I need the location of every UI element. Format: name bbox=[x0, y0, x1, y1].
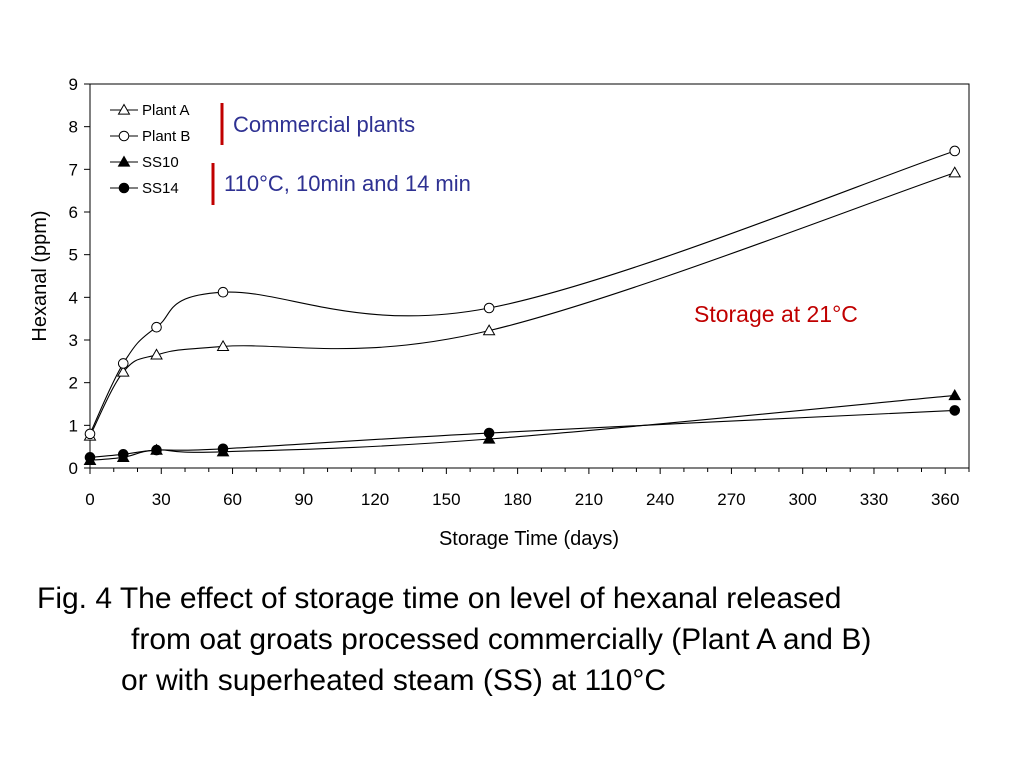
data-point-ss10 bbox=[948, 388, 962, 401]
annotation-steam-conditions: 110°C, 10min and 14 min bbox=[224, 171, 471, 196]
data-point-plant-a bbox=[116, 365, 130, 377]
x-axis-title: Storage Time (days) bbox=[439, 528, 619, 550]
caption-line-3: or with superheated steam (SS) at 110°C bbox=[121, 664, 667, 697]
x-tick-label: 90 bbox=[294, 490, 313, 509]
legend-label-plant-a: Plant A bbox=[142, 102, 190, 119]
data-point-plant-b bbox=[949, 145, 961, 157]
data-point-ss14 bbox=[151, 444, 162, 456]
x-tick-label: 330 bbox=[860, 490, 888, 509]
data-point-ss14 bbox=[483, 427, 495, 439]
data-point-ss14 bbox=[84, 452, 96, 463]
x-tick-label: 270 bbox=[717, 490, 745, 509]
legend-marker-plant-a bbox=[117, 103, 131, 115]
caption-line-1: Fig. 4 The effect of storage time on lev… bbox=[37, 582, 842, 615]
y-tick-label: 4 bbox=[69, 288, 78, 307]
x-tick-label: 150 bbox=[432, 490, 460, 509]
y-tick-label: 2 bbox=[69, 374, 78, 393]
x-tick-label: 60 bbox=[223, 490, 242, 509]
legend-marker-ss10 bbox=[117, 155, 131, 167]
data-point-plant-a bbox=[948, 166, 962, 178]
legend-marker-ss14 bbox=[118, 182, 130, 194]
x-tick-label: 300 bbox=[789, 490, 817, 509]
x-tick-label: 120 bbox=[361, 490, 389, 509]
series-line-ss10 bbox=[89, 394, 955, 461]
y-tick-label: 8 bbox=[69, 118, 78, 137]
series-line-plant-b bbox=[89, 150, 955, 435]
data-point-plant-b bbox=[217, 286, 229, 298]
x-tick-label: 30 bbox=[152, 490, 171, 509]
y-tick-label: 6 bbox=[69, 203, 78, 222]
data-point-ss14 bbox=[217, 443, 229, 455]
x-tick-label: 180 bbox=[503, 490, 531, 509]
series-line-ss14 bbox=[89, 409, 955, 458]
data-point-plant-b bbox=[117, 358, 129, 369]
y-tick-label: 7 bbox=[69, 160, 78, 179]
legend-label-ss14: SS14 bbox=[142, 180, 179, 197]
x-tick-label: 240 bbox=[646, 490, 674, 509]
x-tick-label: 0 bbox=[85, 490, 94, 509]
y-tick-label: 3 bbox=[69, 331, 78, 350]
y-tick-label: 5 bbox=[69, 246, 78, 265]
y-axis-title: Hexanal (ppm) bbox=[29, 210, 51, 341]
data-point-ss14 bbox=[117, 449, 129, 460]
legend-label-ss10: SS10 bbox=[142, 154, 179, 171]
data-point-plant-b bbox=[84, 428, 96, 440]
series-line-plant-a bbox=[89, 172, 955, 437]
annotation-commercial-plants: Commercial plants bbox=[233, 112, 415, 137]
legend-marker-plant-b bbox=[118, 130, 130, 142]
y-tick-label: 1 bbox=[69, 416, 78, 435]
data-point-plant-a bbox=[150, 348, 163, 360]
data-point-plant-a bbox=[216, 339, 230, 352]
plot-frame bbox=[89, 83, 970, 469]
data-point-ss14 bbox=[949, 405, 961, 416]
data-point-plant-a bbox=[482, 324, 496, 336]
y-tick-label: 0 bbox=[69, 459, 78, 478]
x-tick-label: 360 bbox=[931, 490, 959, 509]
legend-label-plant-b: Plant B bbox=[142, 128, 190, 145]
data-point-plant-b bbox=[483, 302, 495, 314]
data-point-plant-b bbox=[151, 321, 162, 333]
x-tick-label: 210 bbox=[575, 490, 603, 509]
caption-line-2: from oat groats processed commercially (… bbox=[131, 623, 872, 656]
y-tick-label: 9 bbox=[69, 75, 78, 94]
annotation-storage-temperature: Storage at 21°C bbox=[694, 301, 858, 327]
